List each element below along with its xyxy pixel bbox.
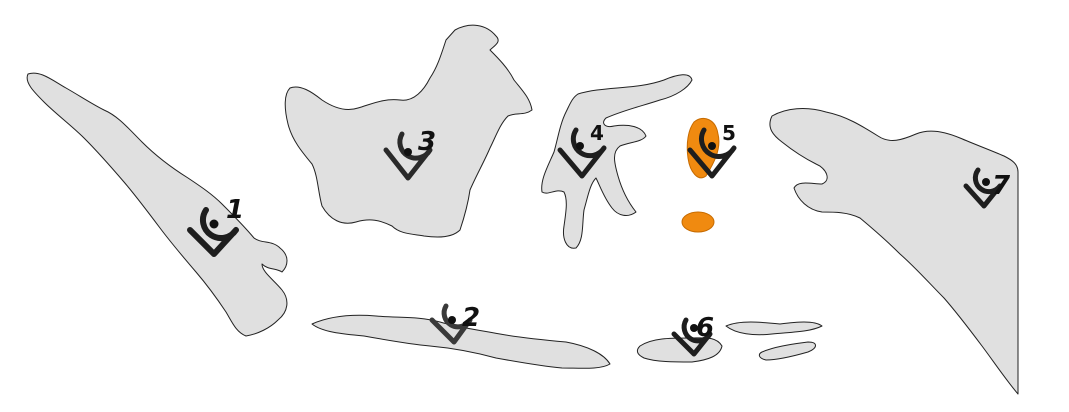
location-pin-icon (963, 167, 1003, 209)
marker-2[interactable]: 2 (429, 303, 480, 345)
island-papua[interactable] (769, 108, 1019, 395)
marker-label: 1 (226, 195, 244, 225)
marker-label: 5 (722, 121, 736, 145)
marker-3[interactable]: 3 (383, 127, 436, 181)
marker-5[interactable]: 5 (687, 121, 737, 179)
island-maluku-south[interactable] (681, 211, 715, 233)
marker-label: 6 (696, 313, 714, 343)
location-pin-icon (187, 207, 239, 257)
island-sumatra[interactable] (26, 72, 288, 337)
marker-label: 3 (418, 127, 436, 157)
marker-label: 7 (992, 171, 1011, 201)
island-java[interactable] (311, 314, 611, 369)
location-pin-icon (687, 127, 737, 179)
island-nusa-tenggara-east[interactable] (725, 321, 823, 336)
location-pin-icon (557, 127, 607, 179)
marker-label: 4 (590, 121, 604, 145)
island-sulawesi[interactable] (541, 74, 693, 249)
marker-label: 2 (462, 303, 480, 333)
marker-7[interactable]: 7 (963, 167, 1011, 209)
marker-4[interactable]: 4 (557, 121, 607, 179)
marker-6[interactable]: 6 (671, 313, 714, 357)
island-kalimantan[interactable] (284, 24, 533, 238)
location-pin-icon (671, 317, 713, 357)
location-pin-icon (383, 131, 433, 181)
marker-1[interactable]: 1 (187, 195, 244, 257)
island-timor[interactable] (758, 341, 816, 361)
location-pin-icon (429, 303, 473, 345)
